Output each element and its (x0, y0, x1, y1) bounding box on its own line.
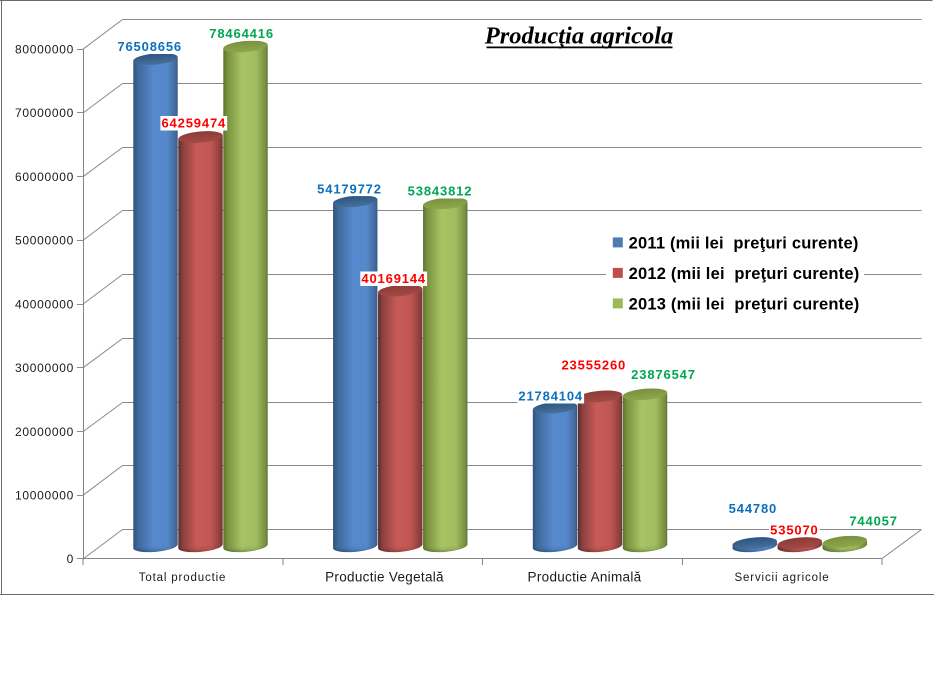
svg-text:744057: 744057 (849, 513, 897, 528)
svg-text:80000000: 80000000 (15, 42, 74, 56)
svg-text:40000000: 40000000 (15, 297, 74, 311)
svg-text:Productie Vegetală: Productie Vegetală (325, 570, 444, 585)
svg-text:21784104: 21784104 (518, 389, 583, 404)
svg-text:0: 0 (67, 552, 74, 566)
svg-text:2012 (mii lei preţuri curente: 2012 (mii lei preţuri curente) (629, 265, 860, 283)
svg-text:40169144: 40169144 (361, 271, 426, 286)
svg-text:23876547: 23876547 (631, 367, 696, 382)
svg-text:2013 (mii lei preţuri curente: 2013 (mii lei preţuri curente) (629, 296, 860, 314)
svg-text:64259474: 64259474 (161, 116, 226, 131)
svg-text:544780: 544780 (729, 501, 777, 516)
svg-text:53843812: 53843812 (408, 184, 473, 199)
svg-text:76508656: 76508656 (117, 39, 182, 54)
svg-text:23555260: 23555260 (561, 358, 626, 373)
svg-text:Total productie: Total productie (139, 572, 227, 584)
svg-text:78464416: 78464416 (209, 26, 274, 41)
svg-text:70000000: 70000000 (15, 106, 74, 120)
svg-text:Productie Animală: Productie Animală (528, 570, 642, 585)
svg-text:10000000: 10000000 (15, 489, 74, 503)
svg-text:535070: 535070 (770, 522, 818, 537)
svg-text:Servicii agricole: Servicii agricole (735, 572, 830, 584)
svg-text:54179772: 54179772 (317, 181, 382, 196)
svg-text:50000000: 50000000 (15, 234, 74, 248)
svg-text:2011 (mii lei preţuri curente: 2011 (mii lei preţuri curente) (629, 235, 859, 253)
svg-text:60000000: 60000000 (15, 170, 74, 184)
svg-text:30000000: 30000000 (15, 361, 74, 375)
svg-text:Producţia agricola: Producţia agricola (484, 22, 674, 49)
svg-text:20000000: 20000000 (15, 425, 74, 439)
